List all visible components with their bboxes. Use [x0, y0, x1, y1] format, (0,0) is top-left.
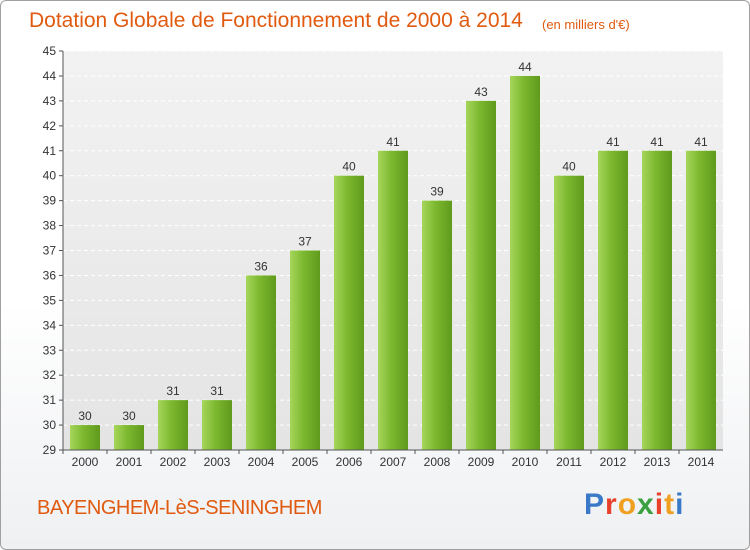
bar-2007 — [378, 150, 408, 450]
x-tick-label: 2013 — [644, 455, 671, 469]
x-tick-label: 2012 — [600, 455, 627, 469]
y-tick-label: 37 — [43, 244, 57, 258]
x-tick-label: 2004 — [248, 455, 275, 469]
bar-2009 — [466, 100, 496, 450]
x-tick-label: 2009 — [468, 455, 495, 469]
data-label: 41 — [650, 135, 664, 149]
bar-2011 — [554, 175, 584, 450]
y-tick-label: 39 — [43, 194, 57, 208]
data-label: 40 — [342, 160, 356, 174]
x-tick-label: 2003 — [204, 455, 231, 469]
data-label: 31 — [210, 384, 224, 398]
bar-2002 — [158, 400, 188, 450]
data-label: 31 — [166, 384, 180, 398]
x-tick-label: 2006 — [336, 455, 363, 469]
x-tick-label: 2000 — [72, 455, 99, 469]
logo-letter: i — [654, 488, 665, 521]
bar-2008 — [422, 200, 452, 450]
logo-letter: r — [605, 488, 618, 521]
chart-title: Dotation Globale de Fonctionnement de 20… — [29, 9, 523, 32]
y-tick-label: 31 — [43, 393, 57, 407]
y-tick-label: 29 — [43, 443, 57, 457]
bar-2012 — [598, 150, 628, 450]
data-label: 43 — [474, 85, 488, 99]
data-label: 37 — [298, 235, 312, 249]
logo-letter: t — [664, 488, 676, 521]
bar-2004 — [246, 275, 276, 450]
x-tick-label: 2011 — [556, 455, 582, 469]
logo-letter: i — [675, 488, 685, 521]
y-tick-label: 41 — [43, 144, 57, 158]
y-tick-label: 33 — [43, 343, 57, 357]
y-tick-label: 36 — [43, 268, 57, 282]
data-label: 40 — [562, 160, 576, 174]
logo-letter: x — [637, 488, 655, 521]
proxiti-logo: Proxiti — [584, 488, 684, 522]
x-tick-label: 2005 — [292, 455, 319, 469]
x-tick-label: 2010 — [512, 455, 539, 469]
bar-2000 — [70, 425, 100, 450]
y-tick-label: 34 — [43, 318, 57, 332]
y-tick-label: 38 — [43, 219, 57, 233]
data-label: 41 — [386, 135, 400, 149]
x-tick-label: 2008 — [424, 455, 451, 469]
bar-2001 — [114, 425, 144, 450]
x-tick-label: 2002 — [160, 455, 187, 469]
x-axis: 2000 2001 2002 2003 2004 2005 2006 2007 2008 2009… — [62, 449, 723, 469]
x-tick-label: 2014 — [688, 455, 715, 469]
x-tick-label: 2007 — [380, 455, 407, 469]
data-label: 30 — [122, 409, 136, 423]
data-label: 36 — [254, 259, 268, 273]
bar-2010 — [510, 75, 540, 450]
logo-letter: P — [584, 488, 606, 521]
chart-unit: (en milliers d'€) — [542, 17, 630, 32]
data-label: 30 — [78, 409, 92, 423]
y-tick-label: 30 — [43, 418, 57, 432]
y-tick-label: 44 — [43, 69, 57, 83]
logo-letter: o — [617, 488, 638, 521]
y-tick-label: 43 — [43, 94, 57, 108]
y-tick-label: 40 — [43, 169, 57, 183]
y-tick-label: 45 — [43, 44, 57, 58]
bar-2005 — [290, 250, 320, 450]
bars: 30 30 31 31 36 37 40 41 39 43 44 40 41 41 41 — [70, 60, 716, 450]
data-label: 41 — [606, 135, 620, 149]
data-label: 39 — [430, 185, 444, 199]
y-axis: 29 30 31 32 33 34 35 36 37 38 39 40 41 42 43 44 45 — [43, 44, 64, 457]
data-label: 41 — [694, 135, 708, 149]
bar-2003 — [202, 400, 232, 450]
commune-name: BAYENGHEM-LèS-SENINGHEM — [37, 497, 322, 519]
bar-2013 — [642, 150, 672, 450]
y-tick-label: 35 — [43, 293, 57, 307]
y-tick-label: 42 — [43, 119, 57, 133]
bar-2006 — [334, 175, 364, 450]
x-tick-label: 2001 — [116, 455, 143, 469]
data-label: 44 — [518, 60, 532, 74]
y-tick-label: 32 — [43, 368, 57, 382]
bar-2014 — [686, 150, 716, 450]
